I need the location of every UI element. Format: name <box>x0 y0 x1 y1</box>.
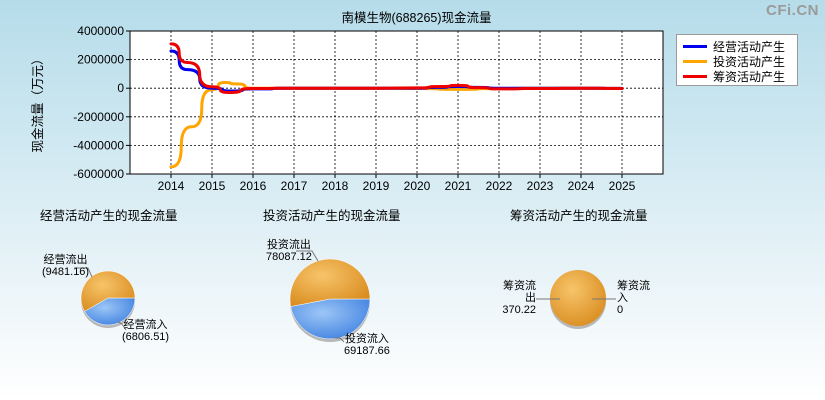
pie-label-financing-out-name: 筹资流出 <box>503 280 536 304</box>
pie-leader-operating-out <box>74 267 93 278</box>
pie-label-investing-out: 投资流出 78087.12 <box>266 239 312 263</box>
legend-swatch-investing <box>683 60 707 63</box>
legend-label-operating: 经营活动产生 <box>713 40 786 54</box>
pie-title-operating: 经营活动产生的现金流量 <box>40 209 178 223</box>
pie-label-operating-in-name: 经营流入 <box>123 319 168 331</box>
legend-label-financing: 筹资活动产生 <box>713 70 786 84</box>
pie-label-financing-in-name: 筹资流入 <box>617 280 650 304</box>
pie-label-investing-in-value: 69187.66 <box>344 345 390 357</box>
pie-slice-investing-out <box>289 258 371 307</box>
x-tick-label: 2021 <box>445 179 472 193</box>
pie-slice-financing-out <box>550 270 606 326</box>
legend-item-financing: 筹资活动产生 <box>683 69 797 84</box>
pie-label-operating-in: 经营流入 (6806.51) <box>122 319 169 343</box>
x-tick-label: 2016 <box>240 179 267 193</box>
pie-label-investing-in-name: 投资流入 <box>344 333 389 345</box>
pie-label-investing-in: 投资流入 69187.66 <box>344 333 390 357</box>
pie-label-financing-in: 筹资流入 0 <box>617 280 657 316</box>
pie-label-financing-in-value: 0 <box>617 304 624 316</box>
legend-item-operating: 经营活动产生 <box>683 39 797 54</box>
pie-label-operating-out-name: 经营流出 <box>43 254 88 266</box>
x-tick-label: 2020 <box>404 179 431 193</box>
y-tick-label: -6000000 <box>73 167 124 181</box>
legend-swatch-operating <box>683 45 707 48</box>
y-tick-label: -2000000 <box>73 110 124 124</box>
y-tick-label: 0 <box>117 81 124 95</box>
pie-label-financing-out: 筹资流出 370.22 <box>498 280 536 316</box>
pie-title-investing: 投资活动产生的现金流量 <box>263 209 401 223</box>
y-tick-label: 4000000 <box>77 24 124 38</box>
pie-leader-operating-in <box>117 321 127 331</box>
x-tick-label: 2018 <box>322 179 349 193</box>
x-tick-label: 2017 <box>281 179 308 193</box>
pie-label-investing-out-value: 78087.12 <box>266 251 312 263</box>
chart-title: 南模生物(688265)现金流量 <box>341 10 491 25</box>
pie-slice-investing-in <box>290 298 371 340</box>
x-tick-label: 2022 <box>486 179 513 193</box>
x-tick-label: 2014 <box>158 179 185 193</box>
pie-label-operating-out-value: (9481.16) <box>42 266 90 278</box>
x-tick-label: 2024 <box>568 179 595 193</box>
plot-area <box>129 30 664 175</box>
pie-label-operating-in-value: (6806.51) <box>122 331 170 343</box>
series-line-financing <box>169 42 624 94</box>
y-tick-label: 2000000 <box>77 53 124 67</box>
pie-title-financing: 筹资活动产生的现金流量 <box>510 209 648 223</box>
pie-leader-investing-out <box>296 250 319 262</box>
legend-swatch-financing <box>683 75 707 78</box>
pie-slice-operating-out <box>80 270 136 312</box>
x-tick-label: 2019 <box>363 179 390 193</box>
watermark-logo: CFi.CN <box>766 2 819 19</box>
y-axis-label: 现金流量（万元） <box>30 52 45 152</box>
x-tick-label: 2015 <box>199 179 226 193</box>
legend-label-investing: 投资活动产生 <box>713 55 786 69</box>
pie-slice-operating-in <box>84 297 136 326</box>
pie-label-investing-out-name: 投资流出 <box>266 239 311 251</box>
pie-leader-investing-in <box>334 337 345 343</box>
x-tick-label: 2023 <box>527 179 554 193</box>
y-tick-label: -4000000 <box>73 138 124 152</box>
legend: 经营活动产生 投资活动产生 筹资活动产生 <box>676 34 798 86</box>
legend-item-investing: 投资活动产生 <box>683 54 797 69</box>
x-tick-label: 2025 <box>609 179 636 193</box>
pie-label-operating-out: 经营流出 (9481.16) <box>42 254 89 278</box>
pie-label-financing-out-value: 370.22 <box>502 304 536 316</box>
